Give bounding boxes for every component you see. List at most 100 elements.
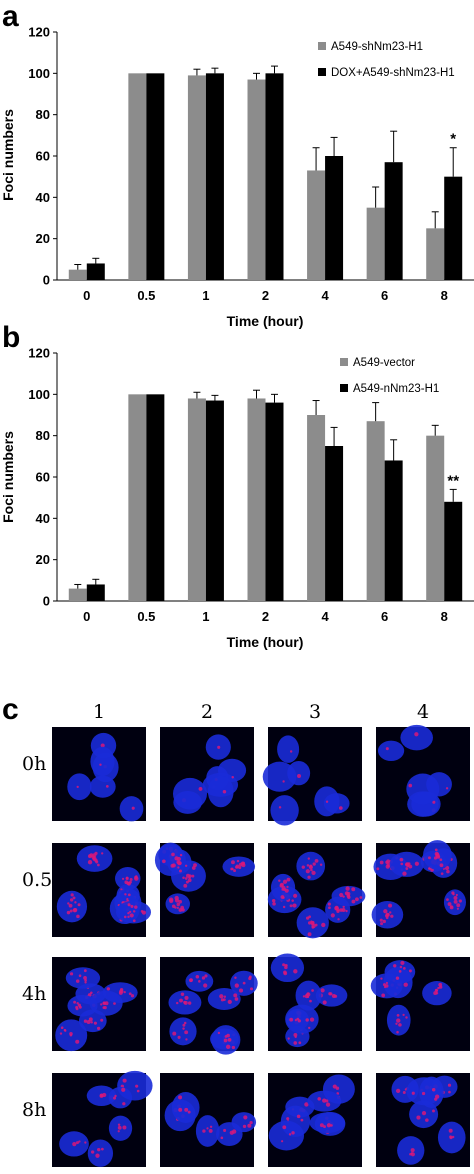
focus-dot	[380, 922, 384, 926]
chart-a-ylabel: Foci numbers	[0, 109, 16, 201]
y-tick-label: 80	[36, 428, 50, 443]
focus-dot	[445, 787, 449, 790]
nucleus	[169, 1017, 197, 1046]
focus-dot	[323, 1125, 326, 1129]
focus-dot	[122, 1102, 126, 1106]
focus-dot	[282, 905, 286, 909]
focus-dot	[182, 1023, 186, 1027]
focus-dot	[123, 915, 127, 919]
focus-dot	[296, 1114, 301, 1119]
focus-dot	[242, 981, 246, 985]
focus-dot	[188, 876, 191, 879]
focus-dot	[70, 893, 74, 897]
focus-dot	[310, 920, 313, 923]
x-tick-label: 2	[262, 288, 269, 303]
focus-dot	[101, 852, 104, 855]
nucleus	[171, 1092, 200, 1123]
focus-dot	[78, 1140, 81, 1143]
focus-dot	[122, 1125, 127, 1130]
focus-dot	[279, 883, 284, 888]
focus-dot	[136, 1089, 140, 1093]
focus-dot	[306, 992, 310, 995]
row-label: 0h	[22, 753, 46, 775]
micrograph-cell	[160, 957, 258, 1055]
focus-dot	[176, 1001, 179, 1005]
focus-dot	[198, 980, 201, 983]
nucleus	[400, 724, 433, 751]
focus-dot	[217, 745, 221, 749]
bar-series1	[247, 398, 266, 601]
focus-dot	[339, 908, 343, 912]
focus-dot	[191, 874, 195, 878]
legend-label: DOX+A549-shNm23-H1	[331, 67, 455, 79]
legend-label: A549-nNm23-H1	[353, 383, 439, 395]
focus-dot	[127, 881, 131, 886]
focus-dot	[86, 1019, 91, 1024]
y-tick-label: 20	[36, 231, 50, 246]
focus-dot	[428, 856, 431, 860]
x-tick-label: 0	[83, 609, 90, 624]
micrograph-cell	[268, 953, 362, 1051]
focus-dot	[399, 965, 403, 969]
focus-dot	[229, 1130, 234, 1135]
focus-dot	[176, 906, 179, 910]
focus-dot	[96, 1026, 101, 1031]
focus-dot	[330, 913, 335, 918]
focus-dot	[385, 916, 389, 920]
focus-dot	[381, 993, 386, 998]
focus-dot	[455, 893, 458, 897]
focus-dot	[60, 1026, 64, 1030]
focus-dot	[238, 988, 244, 993]
bar-series1	[128, 394, 147, 601]
y-tick-label: 0	[43, 273, 50, 288]
significance-marker: **	[447, 472, 459, 489]
focus-dot	[234, 983, 239, 988]
bar-series1	[307, 170, 326, 280]
focus-dot	[311, 870, 316, 876]
focus-dot	[77, 1003, 81, 1007]
focus-dot	[282, 879, 288, 884]
focus-dot	[87, 854, 93, 859]
focus-dot	[408, 783, 413, 788]
focus-dot	[395, 1022, 398, 1025]
focus-dot	[383, 909, 388, 914]
focus-dot	[309, 1017, 315, 1022]
focus-dot	[339, 892, 344, 898]
focus-dot	[286, 885, 289, 888]
focus-dot	[177, 1035, 181, 1039]
focus-dot	[297, 774, 301, 778]
focus-dot	[405, 1016, 408, 1019]
focus-dot	[78, 974, 82, 977]
focus-dot	[439, 985, 443, 989]
focus-dot	[223, 995, 227, 998]
focus-dot	[402, 871, 407, 876]
focus-dot	[446, 869, 450, 874]
x-tick-label: 4	[321, 288, 329, 303]
focus-dot	[172, 1031, 177, 1036]
focus-dot	[195, 974, 200, 979]
focus-dot	[184, 1030, 189, 1035]
focus-dot	[449, 905, 454, 910]
focus-dot	[66, 910, 71, 915]
focus-dot	[431, 1088, 436, 1092]
focus-dot	[233, 993, 238, 998]
focus-dot	[236, 859, 240, 863]
focus-dot	[184, 1107, 189, 1112]
significance-marker: *	[450, 131, 456, 148]
focus-dot	[302, 995, 306, 998]
focus-dot	[129, 913, 134, 918]
focus-dot	[435, 853, 440, 858]
nucleus	[90, 746, 115, 777]
focus-dot	[119, 989, 124, 994]
focus-dot	[76, 1001, 79, 1005]
focus-dot	[395, 1088, 401, 1094]
focus-dot	[305, 869, 310, 874]
focus-dot	[121, 1087, 126, 1092]
focus-dot	[182, 1027, 185, 1030]
focus-dot	[222, 790, 227, 794]
focus-dot	[289, 904, 293, 908]
focus-dot	[390, 914, 394, 918]
focus-dot	[354, 897, 359, 902]
focus-dot	[291, 1131, 295, 1135]
